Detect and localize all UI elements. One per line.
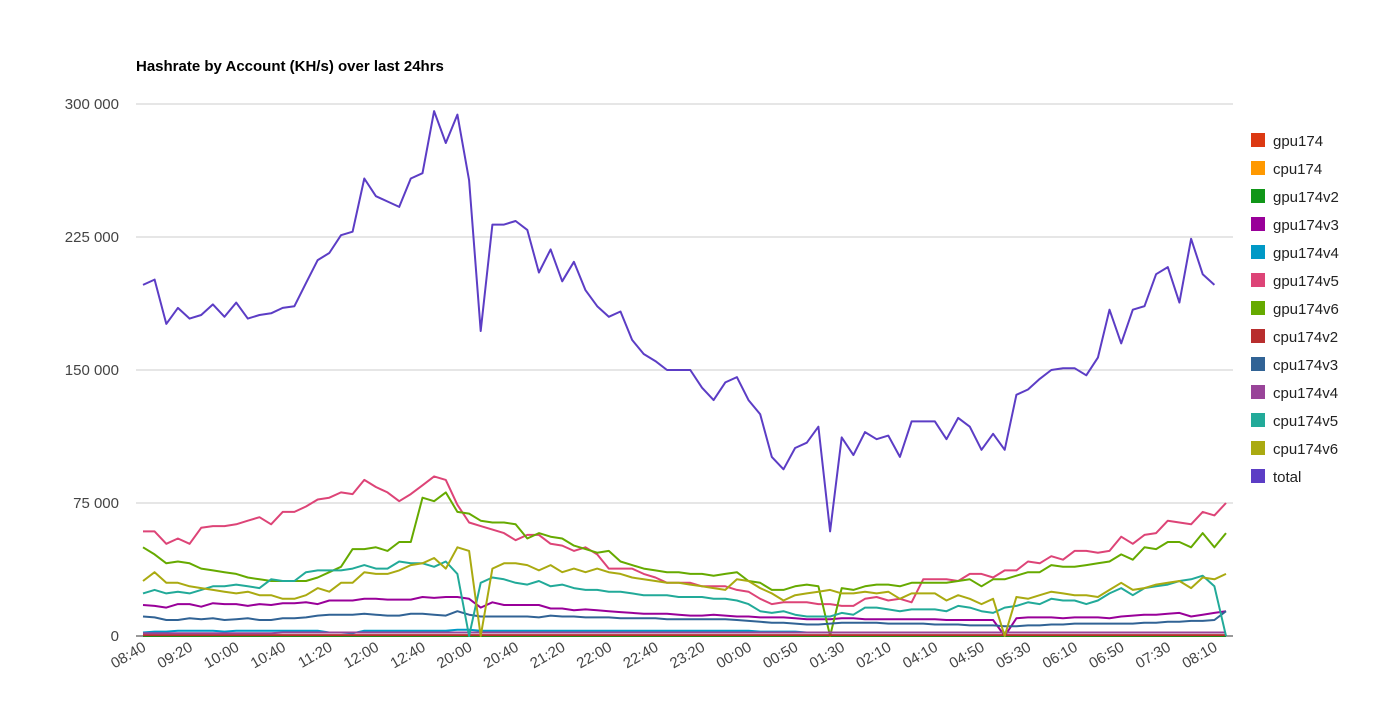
legend-label: gpu174v2 xyxy=(1273,189,1339,206)
y-tick-label: 225 000 xyxy=(65,229,119,246)
legend-label: cpu174v4 xyxy=(1273,385,1338,402)
legend-swatch xyxy=(1251,217,1265,231)
legend-item-gpu174v6[interactable]: gpu174v6 xyxy=(1251,301,1339,318)
legend-swatch xyxy=(1251,301,1265,315)
legend-item-cpu174[interactable]: cpu174 xyxy=(1251,161,1322,178)
legend-label: cpu174 xyxy=(1273,161,1322,178)
x-tick-label: 09:20 xyxy=(155,639,196,672)
legend-item-gpu174v3[interactable]: gpu174v3 xyxy=(1251,217,1339,234)
legend-label: cpu174v2 xyxy=(1273,329,1338,346)
legend-swatch xyxy=(1251,441,1265,455)
legend-item-gpu174v2[interactable]: gpu174v2 xyxy=(1251,189,1339,206)
legend-label: total xyxy=(1273,469,1301,486)
legend-swatch xyxy=(1251,189,1265,203)
y-tick-label: 0 xyxy=(111,628,119,645)
x-tick-label: 12:00 xyxy=(341,639,382,672)
y-tick-label: 75 000 xyxy=(73,495,119,512)
x-tick-label: 00:00 xyxy=(714,639,755,672)
legend-label: cpu174v5 xyxy=(1273,413,1338,430)
x-tick-label: 04:50 xyxy=(946,639,987,672)
x-tick-label: 02:10 xyxy=(853,639,894,672)
x-tick-label: 01:30 xyxy=(807,639,848,672)
legend-swatch xyxy=(1251,329,1265,343)
legend-label: gpu174v5 xyxy=(1273,273,1339,290)
legend[interactable]: gpu174 cpu174 gpu174v2 gpu174v3 gpu174v4 gpu1… xyxy=(1251,133,1339,486)
series-line-gpu174v6 xyxy=(142,491,1227,637)
x-tick-label: 10:40 xyxy=(248,639,289,672)
x-tick-label: 23:20 xyxy=(667,639,708,672)
x-tick-label: 21:20 xyxy=(527,639,568,672)
legend-swatch xyxy=(1251,245,1265,259)
series-line-cpu174v6 xyxy=(142,546,1227,637)
legend-label: cpu174v3 xyxy=(1273,357,1338,374)
legend-swatch xyxy=(1251,161,1265,175)
legend-item-cpu174v4[interactable]: cpu174v4 xyxy=(1251,385,1338,402)
legend-label: gpu174v6 xyxy=(1273,301,1339,318)
x-tick-label: 20:40 xyxy=(481,639,522,672)
chart-title: Hashrate by Account (KH/s) over last 24h… xyxy=(136,58,444,75)
x-tick-label: 12:40 xyxy=(387,639,428,672)
series-line-cpu174v3 xyxy=(142,610,1227,628)
x-tick-label: 20:00 xyxy=(434,639,475,672)
legend-item-cpu174v5[interactable]: cpu174v5 xyxy=(1251,413,1338,430)
series-line-cpu174v4 xyxy=(143,631,1226,635)
legend-item-total[interactable]: total xyxy=(1251,469,1301,486)
x-tick-label: 11:20 xyxy=(295,639,335,672)
x-tick-label: 00:50 xyxy=(760,639,801,672)
series-line-total xyxy=(142,110,1216,533)
x-tick-label: 08:10 xyxy=(1179,639,1220,672)
legend-swatch xyxy=(1251,357,1265,371)
x-tick-label: 10:00 xyxy=(201,639,242,672)
legend-label: gpu174 xyxy=(1273,133,1323,150)
series-lines xyxy=(142,110,1227,637)
legend-swatch xyxy=(1251,469,1265,483)
series-line-cpu174v5 xyxy=(142,560,1227,637)
x-tick-label: 04:10 xyxy=(900,639,941,672)
x-tick-label: 06:50 xyxy=(1086,639,1127,672)
legend-item-cpu174v2[interactable]: cpu174v2 xyxy=(1251,329,1338,346)
legend-swatch xyxy=(1251,133,1265,147)
legend-label: gpu174v4 xyxy=(1273,245,1339,262)
x-tick-label: 05:30 xyxy=(993,639,1034,672)
legend-swatch xyxy=(1251,413,1265,427)
legend-swatch xyxy=(1251,273,1265,287)
legend-label: gpu174v3 xyxy=(1273,217,1339,234)
legend-item-gpu174[interactable]: gpu174 xyxy=(1251,133,1323,150)
series-line-gpu174v5 xyxy=(143,475,1227,607)
x-tick-label: 22:40 xyxy=(620,639,661,672)
series-line-gpu174v3 xyxy=(142,596,1227,637)
x-tick-label: 06:10 xyxy=(1040,639,1081,672)
legend-swatch xyxy=(1251,385,1265,399)
legend-item-gpu174v4[interactable]: gpu174v4 xyxy=(1251,245,1339,262)
x-tick-label: 07:30 xyxy=(1133,639,1174,672)
legend-item-cpu174v3[interactable]: cpu174v3 xyxy=(1251,357,1338,374)
y-tick-label: 300 000 xyxy=(65,96,119,113)
legend-item-cpu174v6[interactable]: cpu174v6 xyxy=(1251,441,1338,458)
y-tick-label: 150 000 xyxy=(65,362,119,379)
x-tick-label: 22:00 xyxy=(574,639,615,672)
legend-label: cpu174v6 xyxy=(1273,441,1338,458)
legend-item-gpu174v5[interactable]: gpu174v5 xyxy=(1251,273,1339,290)
